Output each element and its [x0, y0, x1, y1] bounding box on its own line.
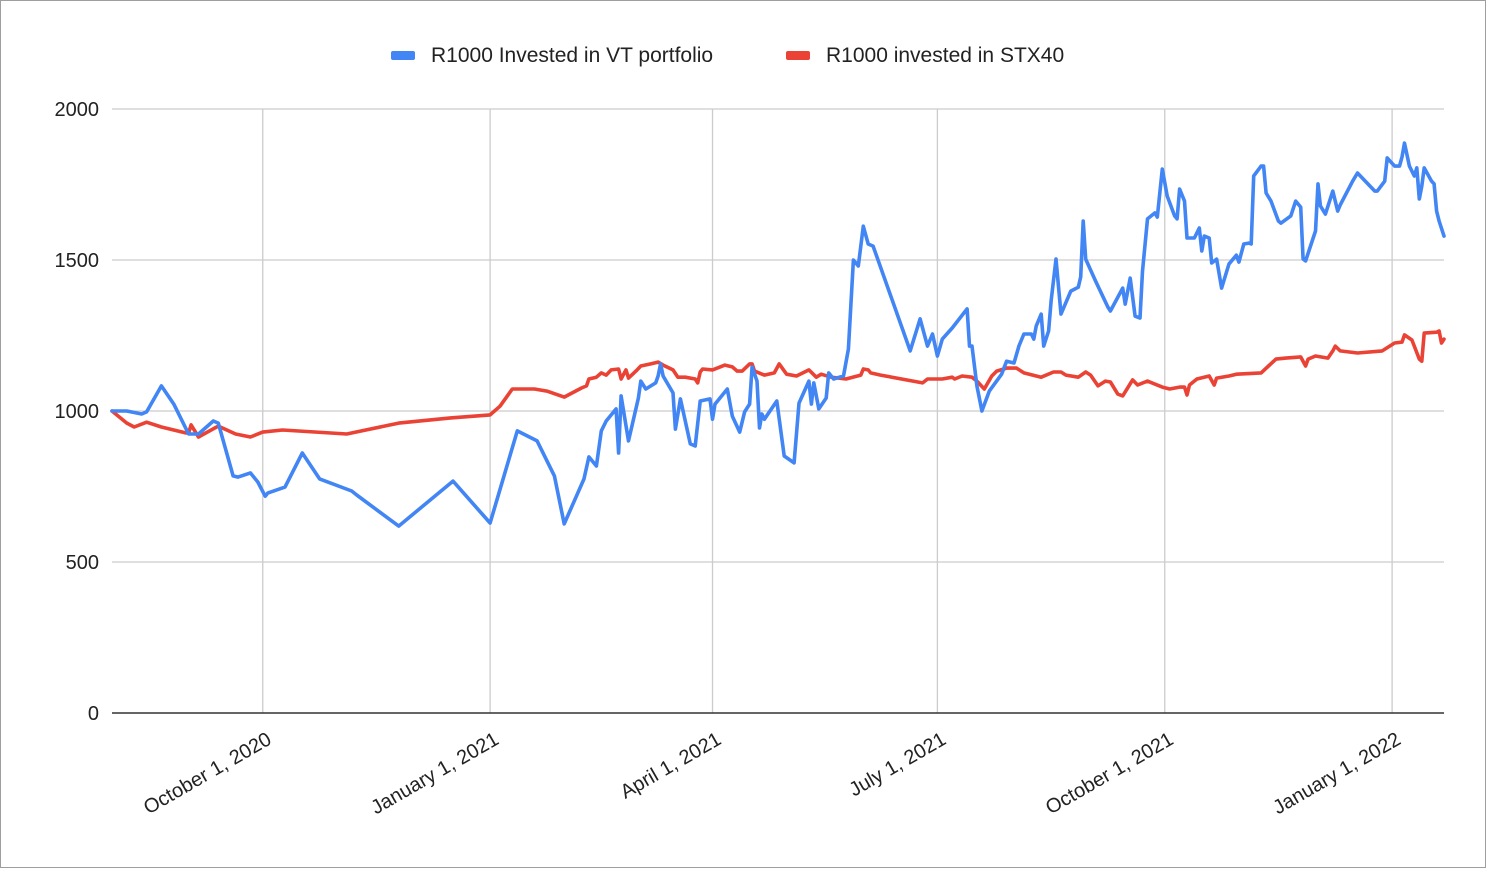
x-tick-label: October 1, 2020: [140, 728, 275, 819]
legend-swatch-stx40: [786, 51, 810, 60]
legend: R1000 Invested in VT portfolio R1000 inv…: [391, 44, 1064, 67]
legend-item-stx40[interactable]: R1000 invested in STX40: [786, 44, 1064, 67]
x-axis-ticks: October 1, 2020 January 1, 2021 April 1, 2…: [140, 728, 1405, 819]
y-tick-label: 2000: [55, 99, 100, 121]
x-tick-label: July 1, 2021: [845, 728, 949, 801]
legend-label-stx40: R1000 invested in STX40: [826, 44, 1064, 67]
x-tick-label: January 1, 2022: [1269, 728, 1404, 819]
legend-item-vt[interactable]: R1000 Invested in VT portfolio: [391, 44, 713, 67]
y-tick-label: 1000: [55, 401, 100, 423]
x-tick-label: April 1, 2021: [617, 728, 725, 803]
legend-label-vt: R1000 Invested in VT portfolio: [431, 44, 713, 67]
y-axis-ticks: 0 500 1000 1500 2000: [55, 99, 100, 725]
series-lines: [110, 141, 1446, 528]
y-tick-label: 0: [88, 703, 99, 725]
x-tick-label: October 1, 2021: [1042, 728, 1177, 819]
series-line-stx40[interactable]: [110, 329, 1446, 439]
x-tick-label: January 1, 2021: [367, 728, 502, 819]
y-tick-label: 500: [66, 552, 99, 574]
series-line-vt-portfolio[interactable]: [110, 141, 1446, 528]
legend-swatch-vt: [391, 51, 415, 60]
y-tick-label: 1500: [55, 250, 100, 272]
gridlines: [112, 108, 1444, 713]
